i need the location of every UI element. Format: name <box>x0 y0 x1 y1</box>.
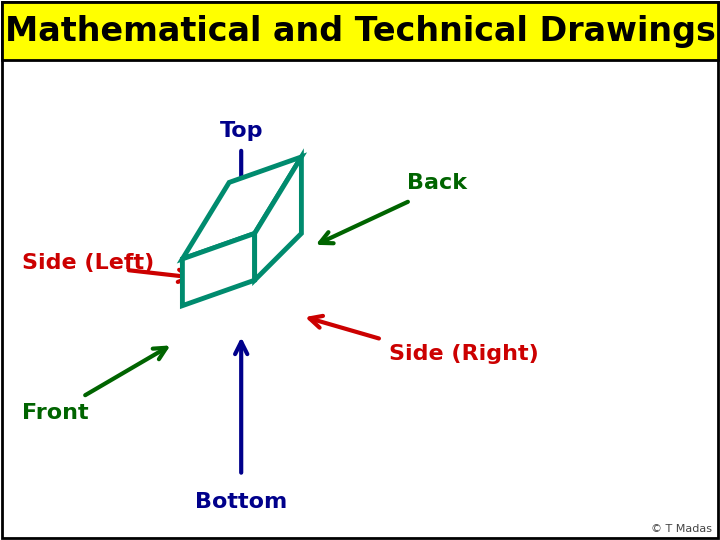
Bar <box>2 2 718 60</box>
Text: © T Madas: © T Madas <box>651 524 712 534</box>
Text: Mathematical and Technical Drawings: Mathematical and Technical Drawings <box>4 15 716 48</box>
Polygon shape <box>182 233 255 306</box>
Polygon shape <box>182 157 302 259</box>
Text: Back: Back <box>407 173 467 193</box>
Text: Side (Left): Side (Left) <box>22 253 154 273</box>
Text: Top: Top <box>220 121 263 141</box>
Text: Bottom: Bottom <box>195 492 287 512</box>
Text: Front: Front <box>22 403 89 423</box>
Text: Side (Right): Side (Right) <box>389 343 539 363</box>
Polygon shape <box>255 157 302 280</box>
